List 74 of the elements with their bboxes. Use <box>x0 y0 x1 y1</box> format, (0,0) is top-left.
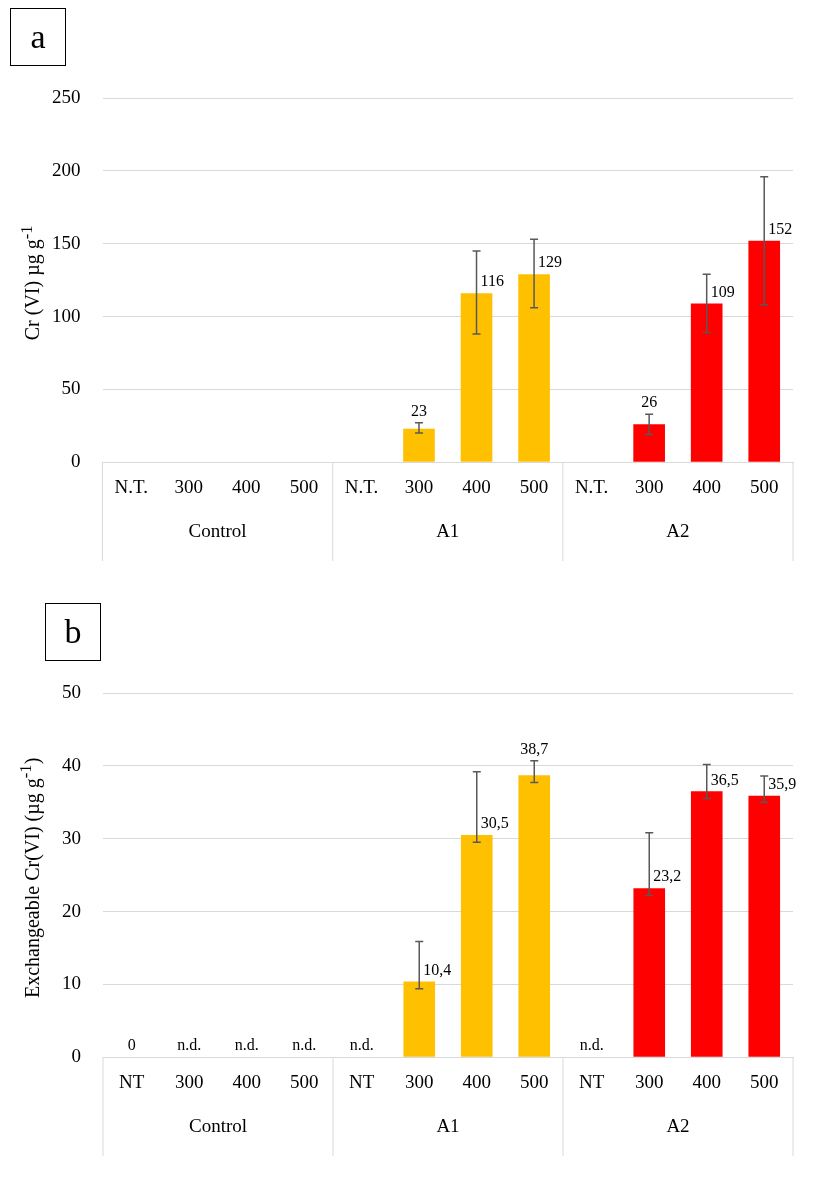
x-tick-label: 300 <box>635 1070 664 1092</box>
x-tick-label: 300 <box>174 475 204 497</box>
data-label: 152 <box>768 219 793 237</box>
data-label: 23 <box>410 402 427 420</box>
data-label: 35,9 <box>768 774 797 792</box>
data-label: 116 <box>480 272 504 290</box>
y-tick-label: 250 <box>52 85 81 107</box>
x-tick-label: 500 <box>289 475 319 497</box>
y-tick-label: 200 <box>52 158 81 180</box>
text: n.d. <box>579 1036 604 1054</box>
text: A1 <box>436 1115 460 1137</box>
text: A1 <box>436 520 460 542</box>
x-tick-label: 300 <box>404 475 434 497</box>
data-label: 0 <box>127 1036 136 1054</box>
chart-title: a <box>10 8 66 66</box>
y-tick-label: 20 <box>62 899 81 921</box>
data-label: 30,5 <box>480 814 509 832</box>
x-tick-label: N.T. <box>344 475 379 497</box>
y-tick-label: 100 <box>52 304 81 326</box>
bar <box>690 303 723 462</box>
bar <box>518 775 551 1057</box>
bar <box>633 888 666 1057</box>
x-tick-label: 400 <box>232 1070 261 1092</box>
x-tick-label: NT <box>579 1070 605 1092</box>
x-tick-label: N.T. <box>114 475 148 497</box>
x-tick-label: N.T. <box>574 475 609 497</box>
data-label: 38,7 <box>520 739 549 757</box>
bar <box>690 791 723 1057</box>
data-label: 36,5 <box>710 770 739 788</box>
text: Control <box>188 1115 248 1137</box>
text: A2 <box>666 1115 690 1137</box>
y-tick-label: 0 <box>71 450 81 472</box>
bar <box>460 293 493 462</box>
data-label: 109 <box>710 282 735 300</box>
data-label: 26 <box>641 393 658 411</box>
bar <box>518 274 550 462</box>
y-tick-label: 40 <box>62 753 81 775</box>
x-tick-label: 300 <box>634 475 664 497</box>
y-tick-label: 50 <box>61 377 81 399</box>
text: n.d. <box>177 1036 202 1054</box>
bar <box>403 428 435 462</box>
x-tick-label: NT <box>119 1070 145 1092</box>
x-tick-label: 500 <box>749 475 779 497</box>
x-tick-label: 500 <box>750 1070 779 1092</box>
text: Control <box>188 520 247 542</box>
x-tick-label: 300 <box>175 1070 204 1092</box>
text: n.d. <box>234 1036 259 1054</box>
y-tick-label: 30 <box>62 826 81 848</box>
y-tick-label: 10 <box>62 972 81 994</box>
bar <box>403 981 436 1057</box>
text: A2 <box>666 520 690 542</box>
y-tick-label: 150 <box>52 231 81 253</box>
bar <box>748 795 781 1057</box>
bar <box>633 424 665 462</box>
bar <box>748 240 781 462</box>
x-tick-label: 400 <box>692 475 721 497</box>
x-tick-label: 300 <box>405 1070 434 1092</box>
y-tick-label: 50 <box>62 680 81 702</box>
x-tick-label: 400 <box>462 1070 491 1092</box>
y-tick-label: 0 <box>71 1045 81 1067</box>
x-tick-label: 400 <box>462 475 491 497</box>
data-label: 10,4 <box>423 960 452 978</box>
text: n.d. <box>292 1036 317 1054</box>
data-label: 23,2 <box>653 867 682 885</box>
x-tick-label: 500 <box>519 475 549 497</box>
x-tick-label: NT <box>349 1070 375 1092</box>
text: n.d. <box>349 1036 374 1054</box>
x-tick-label: 500 <box>290 1070 319 1092</box>
bar <box>460 835 493 1057</box>
x-tick-label: 400 <box>692 1070 721 1092</box>
x-tick-label: 400 <box>232 475 261 497</box>
chart-title: b <box>45 603 101 661</box>
x-tick-label: 500 <box>520 1070 549 1092</box>
data-label: 129 <box>538 253 563 271</box>
